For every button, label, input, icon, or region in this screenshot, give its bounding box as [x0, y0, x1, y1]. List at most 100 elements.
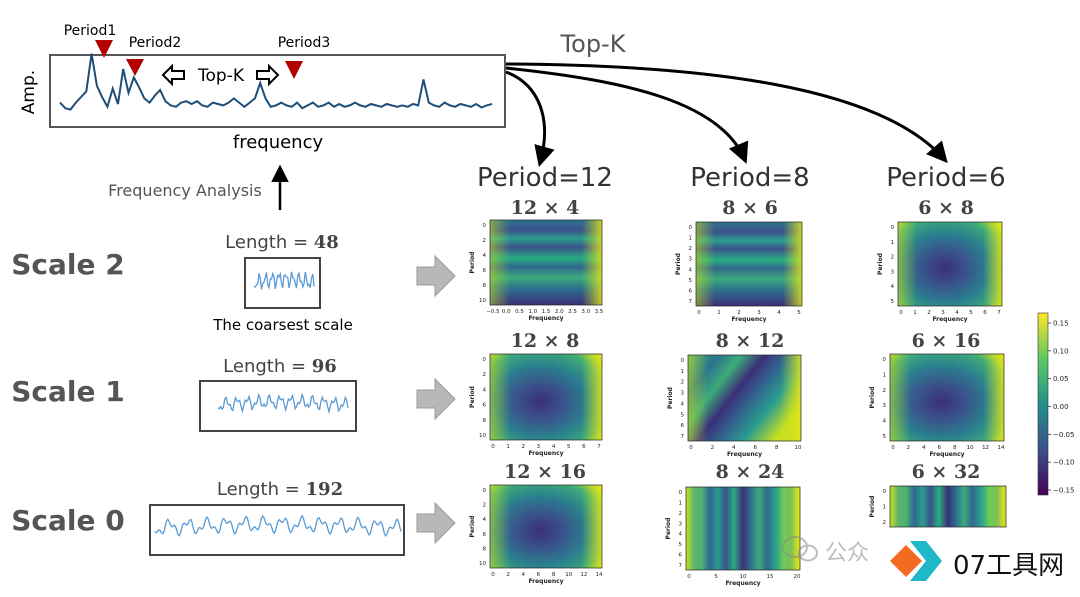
heatmap-0-0-ytick: 6 — [483, 268, 487, 274]
heatmap-0-0-xtick: 3.0 — [581, 309, 590, 315]
scale2-waveform — [253, 271, 315, 290]
heatmap-1-2-xtick: 14 — [998, 445, 1005, 451]
heatmap-1-0-edge-shade — [490, 354, 602, 440]
heatmap-2-1-ylabel: Period — [665, 518, 672, 540]
heatmap-1-1-xtick: 0 — [689, 445, 693, 451]
heatmap-0-1-ytick: 3 — [689, 257, 693, 263]
heatmap-1-0-xtick: 2 — [522, 444, 526, 450]
wechat-icon-secondary — [798, 544, 818, 562]
period3-marker — [285, 61, 303, 79]
heatmap-2-0-ytick: 0 — [483, 488, 487, 494]
heatmap-1-2-frame — [889, 353, 1005, 442]
heatmap-1-0-ytick: 10 — [479, 433, 486, 439]
heatmap-2-0-xtick: 12 — [580, 572, 587, 578]
heatmap-2-2-edge-shade — [890, 486, 1006, 527]
heatmap-0-1-ytick: 2 — [689, 246, 693, 252]
heatmap-1-2-xtick: 6 — [938, 445, 942, 451]
period1-marker — [95, 40, 113, 58]
heatmap-2-1-xtick: 15 — [767, 574, 774, 580]
heatmap-1-2-ytick: 4 — [883, 419, 887, 425]
heatmap-0-2-xlabel: Frequency — [932, 316, 967, 323]
heatmap-2-1-title: 8 × 24 — [716, 461, 785, 483]
watermark: 公众 — [782, 536, 869, 566]
heatmap-2-1-ytick: 6 — [679, 553, 683, 559]
heatmap-0-2-xtick: 6 — [983, 310, 987, 316]
heatmap-2-2-ytick: 1 — [883, 505, 887, 511]
heatmap-1-0-xtick: 0 — [491, 444, 495, 450]
heatmap-2-1-ytick: 5 — [679, 542, 683, 548]
heatmap-2-1-ytick: 3 — [679, 521, 683, 527]
spectrum-panel: Amp. frequency Period1 Period2 Period3 T… — [19, 23, 506, 153]
colorbar-tick-label: 0.00 — [1053, 403, 1069, 411]
right-hollow-arrow-icon — [256, 63, 280, 87]
period2-marker — [126, 59, 144, 76]
heatmap-1-0-ytick: 8 — [483, 418, 487, 424]
heatmap-2-2-ytick: 0 — [883, 489, 887, 495]
heatmap-2-0-xtick: 14 — [596, 572, 603, 578]
left-hollow-arrow-icon — [161, 63, 185, 87]
heatmap-2-1-xtick: 10 — [740, 574, 747, 580]
heatmap-0-0-xtick: 0.0 — [502, 309, 511, 315]
scale0-length-text: Length = — [217, 479, 306, 500]
heatmap-0-2-ytick: 2 — [891, 255, 895, 261]
heatmap-1-0-title: 12 × 8 — [511, 330, 580, 352]
heatmap-0-0-xlabel: Frequency — [528, 315, 563, 322]
brand-logo — [890, 541, 942, 581]
scale0-waveform — [154, 514, 402, 538]
heatmap-0-0-xtick: 1.5 — [542, 309, 551, 315]
heatmap-0-0-xtick: 1.0 — [528, 309, 537, 315]
heatmap-0-2-ytick: 0 — [891, 225, 895, 231]
heatmap-0-1-edge-shade — [696, 222, 802, 306]
heatmap-2-0-xtick: 2 — [506, 572, 510, 578]
heatmap-0-1-xtick: 5 — [797, 310, 801, 316]
spectrum-frame — [49, 54, 506, 128]
spectrum-line — [59, 53, 493, 111]
heatmap-1-0-ylabel: Period — [469, 386, 476, 408]
scale2-length: Length = 48 — [225, 232, 339, 253]
coarsest-scale-note: The coarsest scale — [212, 316, 353, 334]
logo-orange-diamond-icon — [890, 545, 922, 577]
heatmap-0-1-xtick: 2 — [737, 310, 741, 316]
heatmap-1-1-edge-shade — [688, 355, 801, 441]
heatmap-2-1-ytick: 7 — [679, 563, 683, 569]
heatmap-0-1-xtick: 4 — [777, 310, 781, 316]
heatmap-1-1-xtick: 8 — [775, 445, 779, 451]
heatmap-2-0-xtick: 8 — [552, 572, 556, 578]
colorbar-tick-label: −0.15 — [1053, 487, 1074, 495]
heatmap-1-0-ytick: 6 — [483, 403, 487, 409]
heatmap-0-0-ytick: 10 — [479, 298, 486, 304]
heatmap-1-2-xtick: 8 — [953, 445, 957, 451]
heatmap-0-0-xtick: −0.5 — [486, 309, 500, 315]
heatmap-1-2-xlabel: Frequency — [929, 451, 964, 458]
heatmap-0-2-xtick: 7 — [997, 310, 1001, 316]
heatmap-1-1-title: 8 × 12 — [716, 330, 785, 352]
heatmap-1-2-ytick: 5 — [883, 434, 887, 440]
heatmap-2-0-ytick: 6 — [483, 532, 487, 538]
heatmap-2-0-ytick: 8 — [483, 546, 487, 552]
heatmap-0-0-ytick: 2 — [483, 238, 487, 244]
heatmap-2-1-ytick: 1 — [679, 500, 683, 506]
heatmap-0-1-xlabel: Frequency — [731, 316, 766, 323]
heatmap-1-2-ytick: 0 — [883, 357, 887, 363]
heatmap-0-1-ytick: 1 — [689, 236, 693, 242]
heatmap-0-2-xtick: 2 — [927, 310, 931, 316]
heatmap-2-2-title: 6 × 32 — [912, 461, 981, 483]
heatmap-0-2-xtick: 5 — [969, 310, 973, 316]
heatmap-1-2-xtick: 2 — [907, 445, 911, 451]
heatmap-2-1-ytick: 4 — [679, 532, 683, 538]
heatmap-2-1-edge-shade — [686, 487, 800, 570]
heatmap-1-2-ylabel: Period — [869, 387, 876, 409]
heatmap-0-1-ytick: 0 — [689, 225, 693, 231]
scale0-series-box — [149, 504, 405, 556]
frequency-axis-label: frequency — [233, 132, 324, 153]
arrow-to-period6 — [505, 62, 948, 164]
heatmap-1-1-xtick: 10 — [795, 445, 802, 451]
heatmap-2-1-ytick: 0 — [679, 490, 683, 496]
frequency-analysis-label: Frequency Analysis — [108, 181, 262, 200]
heatmap-0-2-xtick: 3 — [941, 310, 945, 316]
scale2-length-text: Length = — [225, 232, 314, 253]
period1-label: Period1 — [64, 23, 117, 39]
heatmap-1-0-xtick: 4 — [552, 444, 556, 450]
